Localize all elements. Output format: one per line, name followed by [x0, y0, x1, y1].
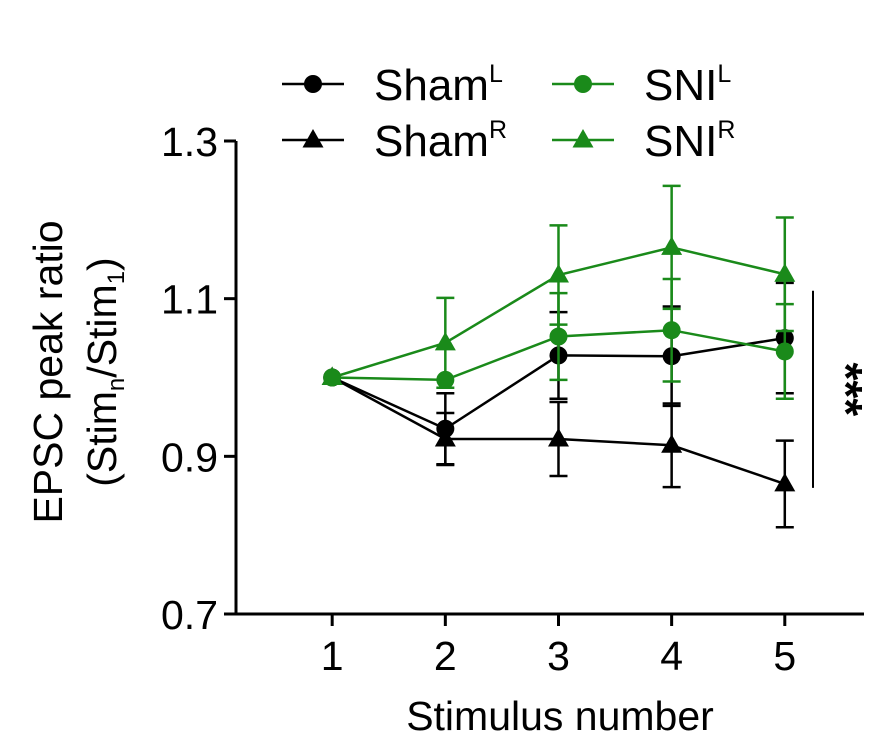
- legend-item-sniR: SNIR: [552, 116, 735, 166]
- x-axis-label: Stimulus number: [406, 693, 714, 739]
- axes: 0.7 0.9 1.1 1.3 1 2 3 4 5: [161, 119, 864, 679]
- legend-marker-sniL: [574, 75, 592, 93]
- x-tick-label: 1: [321, 633, 344, 679]
- series-sniR: [321, 184, 796, 389]
- data-point-shamR: [774, 472, 796, 492]
- data-point-sniR: [547, 264, 569, 283]
- data-point-sniL: [549, 327, 568, 346]
- y-tick-label: 1.3: [161, 119, 218, 165]
- series-layer: [321, 184, 796, 529]
- legend-marker-shamL: [304, 75, 322, 93]
- legend-label-shamL: ShamL: [374, 60, 503, 110]
- data-point-sniL: [775, 342, 794, 361]
- legend-label-sniL: SNIL: [644, 60, 731, 110]
- legend-item-shamL: ShamL: [282, 60, 503, 110]
- y-axis-sublabel: (Stimn/Stim1): [79, 257, 130, 486]
- data-point-sniR: [434, 331, 456, 351]
- legend: ShamL ShamR SNIL SNIR: [282, 60, 735, 166]
- data-point-shamR: [547, 427, 569, 447]
- legend-marker-sniR: [572, 129, 594, 148]
- x-tick-label: 3: [547, 633, 570, 679]
- x-tick-label: 2: [434, 633, 457, 679]
- legend-label-shamR: ShamR: [374, 116, 507, 166]
- legend-item-shamR: ShamR: [282, 116, 507, 166]
- y-tick-label: 0.7: [161, 592, 218, 638]
- significance-label: ***: [820, 362, 872, 416]
- data-point-sniR: [774, 263, 796, 282]
- x-tick-label: 5: [773, 633, 796, 679]
- y-tick-label: 0.9: [161, 434, 218, 480]
- data-point-sniL: [662, 321, 681, 340]
- legend-marker-shamR: [302, 129, 324, 148]
- data-point-shamR: [434, 427, 456, 447]
- data-point-sniR: [321, 366, 343, 385]
- y-tick-label: 1.1: [161, 277, 218, 323]
- y-axis-label: EPSC peak ratio: [25, 220, 71, 523]
- data-point-sniR: [661, 236, 683, 255]
- data-point-shamR: [661, 434, 683, 453]
- x-tick-label: 4: [660, 633, 683, 679]
- legend-item-sniL: SNIL: [552, 60, 731, 110]
- legend-label-sniR: SNIR: [644, 116, 735, 166]
